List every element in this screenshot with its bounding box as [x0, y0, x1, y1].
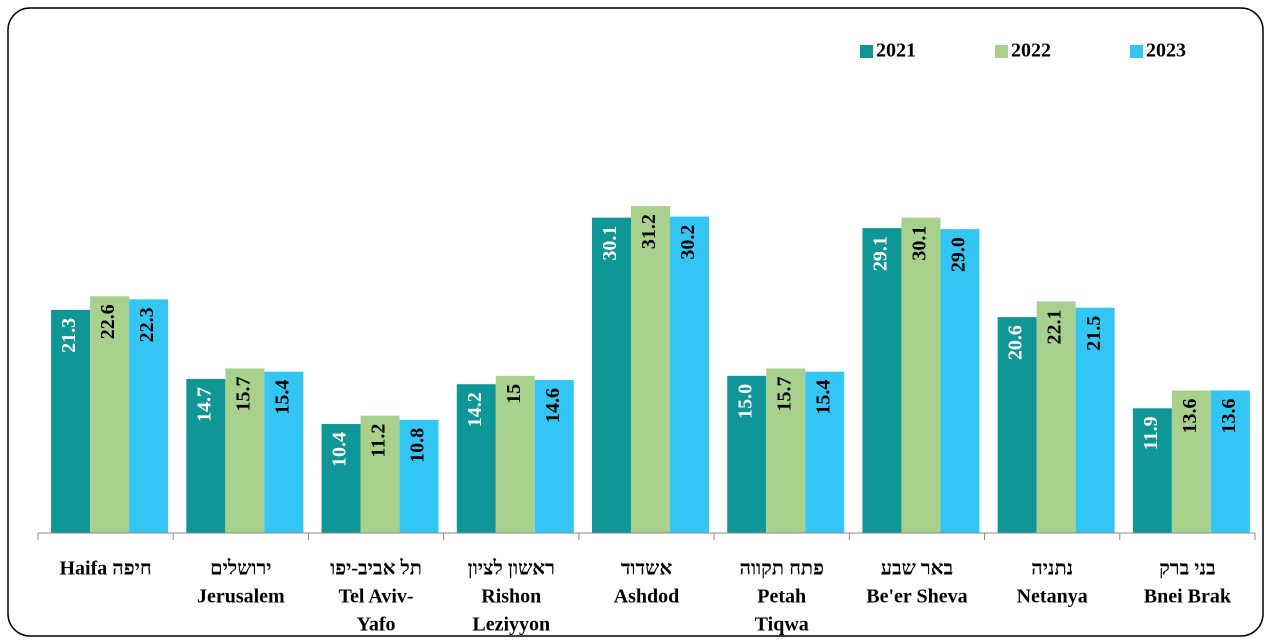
x-tick-label: ירושלים — [210, 558, 271, 580]
x-tick-label: Be'er Sheva — [866, 586, 967, 608]
value-label: 15.7 — [232, 377, 254, 412]
x-tick-label: Haifa חיפה — [59, 558, 151, 580]
bar — [805, 371, 845, 533]
legend-label: 2023 — [1146, 40, 1186, 62]
x-tick-label: Ashdod — [614, 586, 680, 608]
bar — [727, 375, 767, 533]
bar — [1036, 301, 1076, 533]
value-label: 29.0 — [948, 237, 970, 272]
x-tick-label: ראשון לציון — [468, 558, 555, 580]
value-label: 15 — [503, 384, 525, 404]
x-tick-label: Jerusalem — [197, 586, 285, 608]
x-tick-label: Petah — [757, 586, 806, 608]
bar — [631, 206, 670, 534]
value-label: 15.7 — [773, 377, 795, 412]
value-label: 15.4 — [812, 380, 834, 415]
bar — [901, 217, 941, 533]
x-tick-label: באר שבע — [881, 558, 953, 580]
x-tick-label: Leziyyon — [472, 614, 550, 636]
value-label: 30.1 — [599, 226, 621, 261]
value-label: 14.2 — [464, 392, 486, 427]
bar — [1210, 390, 1250, 533]
legend-label: 2021 — [876, 40, 916, 62]
legend-swatch — [860, 45, 873, 58]
value-label: 21.3 — [58, 318, 80, 353]
bar — [997, 317, 1037, 533]
bar — [940, 229, 980, 533]
bar — [399, 419, 439, 533]
value-label: 13.6 — [1179, 399, 1201, 434]
value-label: 30.2 — [677, 225, 699, 260]
x-tick-label: Rishon — [481, 586, 541, 608]
bar — [862, 228, 902, 533]
bar — [670, 216, 709, 533]
value-label: 30.1 — [909, 226, 931, 261]
bar — [534, 380, 574, 533]
value-label: 21.5 — [1083, 316, 1105, 351]
x-tick-label: Bnei Brak — [1144, 586, 1232, 608]
value-label: 13.6 — [1218, 399, 1240, 434]
bar — [766, 368, 806, 533]
bar — [1075, 307, 1115, 533]
value-label: 10.8 — [407, 428, 429, 463]
value-label: 22.3 — [136, 307, 158, 342]
bar — [1171, 390, 1211, 533]
value-label: 15.0 — [734, 384, 756, 419]
x-tick-label: Yafo — [357, 614, 396, 636]
bar — [90, 296, 130, 533]
x-tick-label: Netanya — [1017, 586, 1088, 608]
x-tick-label: פתח תקווה — [739, 558, 824, 580]
x-tick-label: אשדוד — [621, 558, 673, 580]
value-label: 31.2 — [638, 214, 660, 249]
bar — [495, 375, 535, 533]
bar — [225, 368, 265, 533]
x-tick-label: Tiqwa — [755, 614, 809, 636]
bar — [186, 378, 226, 533]
value-label: 11.9 — [1140, 416, 1162, 450]
x-tick-label: נתניה — [1031, 558, 1073, 580]
bar — [129, 299, 169, 533]
x-tick-label: תל אביב-יפו — [330, 558, 422, 580]
x-tick-label: בני ברק — [1159, 558, 1216, 580]
value-label: 20.6 — [1005, 325, 1027, 360]
value-label: 22.1 — [1044, 309, 1066, 344]
value-label: 11.2 — [368, 424, 390, 458]
value-label: 14.7 — [193, 387, 215, 422]
bar — [360, 415, 400, 533]
bar — [51, 309, 91, 533]
legend-label: 2022 — [1011, 40, 1051, 62]
legend-swatch — [995, 45, 1008, 58]
value-label: 10.4 — [329, 432, 351, 467]
value-label: 29.1 — [870, 236, 892, 271]
value-label: 14.6 — [542, 388, 564, 423]
bar — [264, 371, 304, 533]
value-label: 15.4 — [271, 380, 293, 415]
bar — [1132, 408, 1172, 533]
value-label: 22.6 — [97, 304, 119, 339]
legend-swatch — [1130, 45, 1143, 58]
bar — [592, 217, 631, 533]
x-tick-label: Tel Aviv- — [339, 586, 414, 608]
bar — [321, 424, 361, 533]
bar — [456, 384, 496, 533]
